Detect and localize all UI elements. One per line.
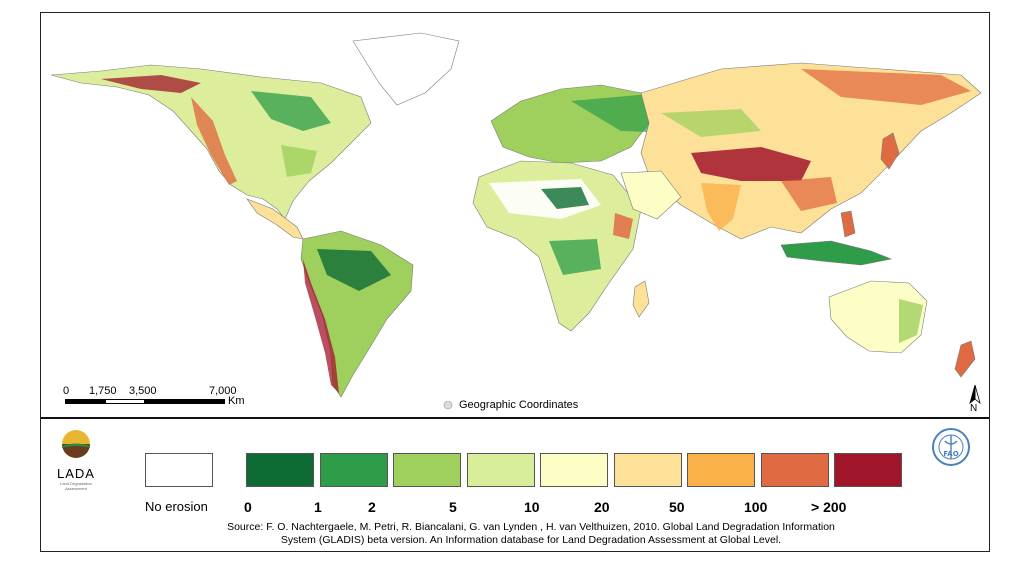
scale-tick-7000: 7,000 [209, 385, 237, 397]
legend-swatch-no-erosion [145, 453, 213, 487]
north-arrow: N [966, 383, 984, 417]
legend-swatch-6 [613, 453, 682, 487]
madagascar-landmass [632, 280, 650, 318]
projection-label: Geographic Coordinates [443, 399, 578, 411]
legend-break-label: 20 [594, 499, 610, 515]
lada-text: LADA [57, 466, 95, 481]
scale-segment-2 [105, 399, 145, 404]
congo-low [549, 239, 601, 275]
legend-divider [41, 417, 989, 419]
legend-break-label: 50 [669, 499, 685, 515]
scale-bar: 0 1,750 3,500 7,000 Km [63, 385, 263, 409]
australia-east-low [899, 299, 923, 343]
legend-swatch-5 [540, 453, 608, 487]
legend-swatch-4 [466, 453, 535, 487]
canada-forest-low [251, 91, 331, 131]
eastern-us-low [281, 145, 317, 177]
legend-swatch-8 [760, 453, 829, 487]
source-line-1: Source: F. O. Nachtergaele, M. Petri, R.… [227, 521, 835, 533]
scale-unit: Km [228, 395, 245, 407]
scale-tick-0: 0 [63, 385, 70, 397]
lada-emblem-icon [62, 430, 90, 458]
projection-text: Geographic Coordinates [459, 399, 579, 411]
legend-break-label: 1 [314, 499, 322, 515]
legend-swatch-9 [834, 453, 902, 487]
legend-break-label: 2 [368, 499, 376, 515]
scale-tick-1750: 1,750 [89, 385, 117, 397]
greenland-landmass [352, 32, 460, 106]
legend-label-no-erosion: No erosion [145, 499, 208, 514]
scale-tick-3500: 3,500 [129, 385, 157, 397]
legend-swatch-7 [687, 453, 755, 487]
legend-swatch-1 [246, 453, 314, 487]
world-erosion-map [50, 32, 982, 398]
fao-logo-text: FAO [943, 450, 958, 458]
map-frame: 0 1,750 3,500 7,000 Km Geographic Coordi… [40, 12, 990, 552]
lada-logo: LADA Land Degradation Assessment [53, 429, 99, 491]
north-arrow-icon [969, 384, 981, 405]
indonesia-landmass [780, 240, 893, 266]
amazon-low [317, 249, 391, 291]
legend-panel: LADA Land Degradation Assessment No eros… [41, 419, 989, 551]
south-china-high [781, 177, 837, 211]
central-asia-low [661, 109, 761, 137]
source-line-2: System (GLADIS) beta version. An Informa… [280, 534, 782, 546]
siberia-high [801, 69, 971, 105]
legend-break-label: 10 [524, 499, 540, 515]
central-america-landmass [246, 198, 304, 240]
legend-break-label: > 200 [811, 499, 847, 515]
source-citation: Source: F. O. Nachtergaele, M. Petri, R.… [101, 521, 961, 547]
philippines-landmass [840, 210, 856, 238]
arabia-landmass [620, 170, 682, 220]
alaska-rockies-high [101, 75, 201, 93]
west-cordillera-high [191, 97, 237, 185]
north-label: N [970, 403, 978, 414]
himalaya-tibet-high [691, 147, 811, 181]
scale-segment-1 [65, 399, 105, 404]
ethiopian-highlands-high [613, 213, 633, 239]
fao-logo-icon: FAO [932, 428, 970, 466]
andes-high [303, 259, 339, 393]
legend-swatch-2 [319, 453, 388, 487]
lada-subtitle: Land Degradation Assessment [60, 481, 92, 491]
india-moderate [701, 183, 741, 231]
globe-icon [443, 400, 453, 410]
legend-break-label: 5 [449, 499, 457, 515]
scale-segment-3 [145, 399, 225, 404]
japan-landmass [880, 132, 900, 170]
nile-low [541, 187, 589, 209]
legend-swatch-3 [393, 453, 461, 487]
legend-break-label: 100 [744, 499, 768, 515]
map-area: 0 1,750 3,500 7,000 Km Geographic Coordi… [41, 13, 989, 417]
new-zealand-landmass [954, 340, 976, 378]
legend-break-label: 0 [244, 499, 252, 515]
